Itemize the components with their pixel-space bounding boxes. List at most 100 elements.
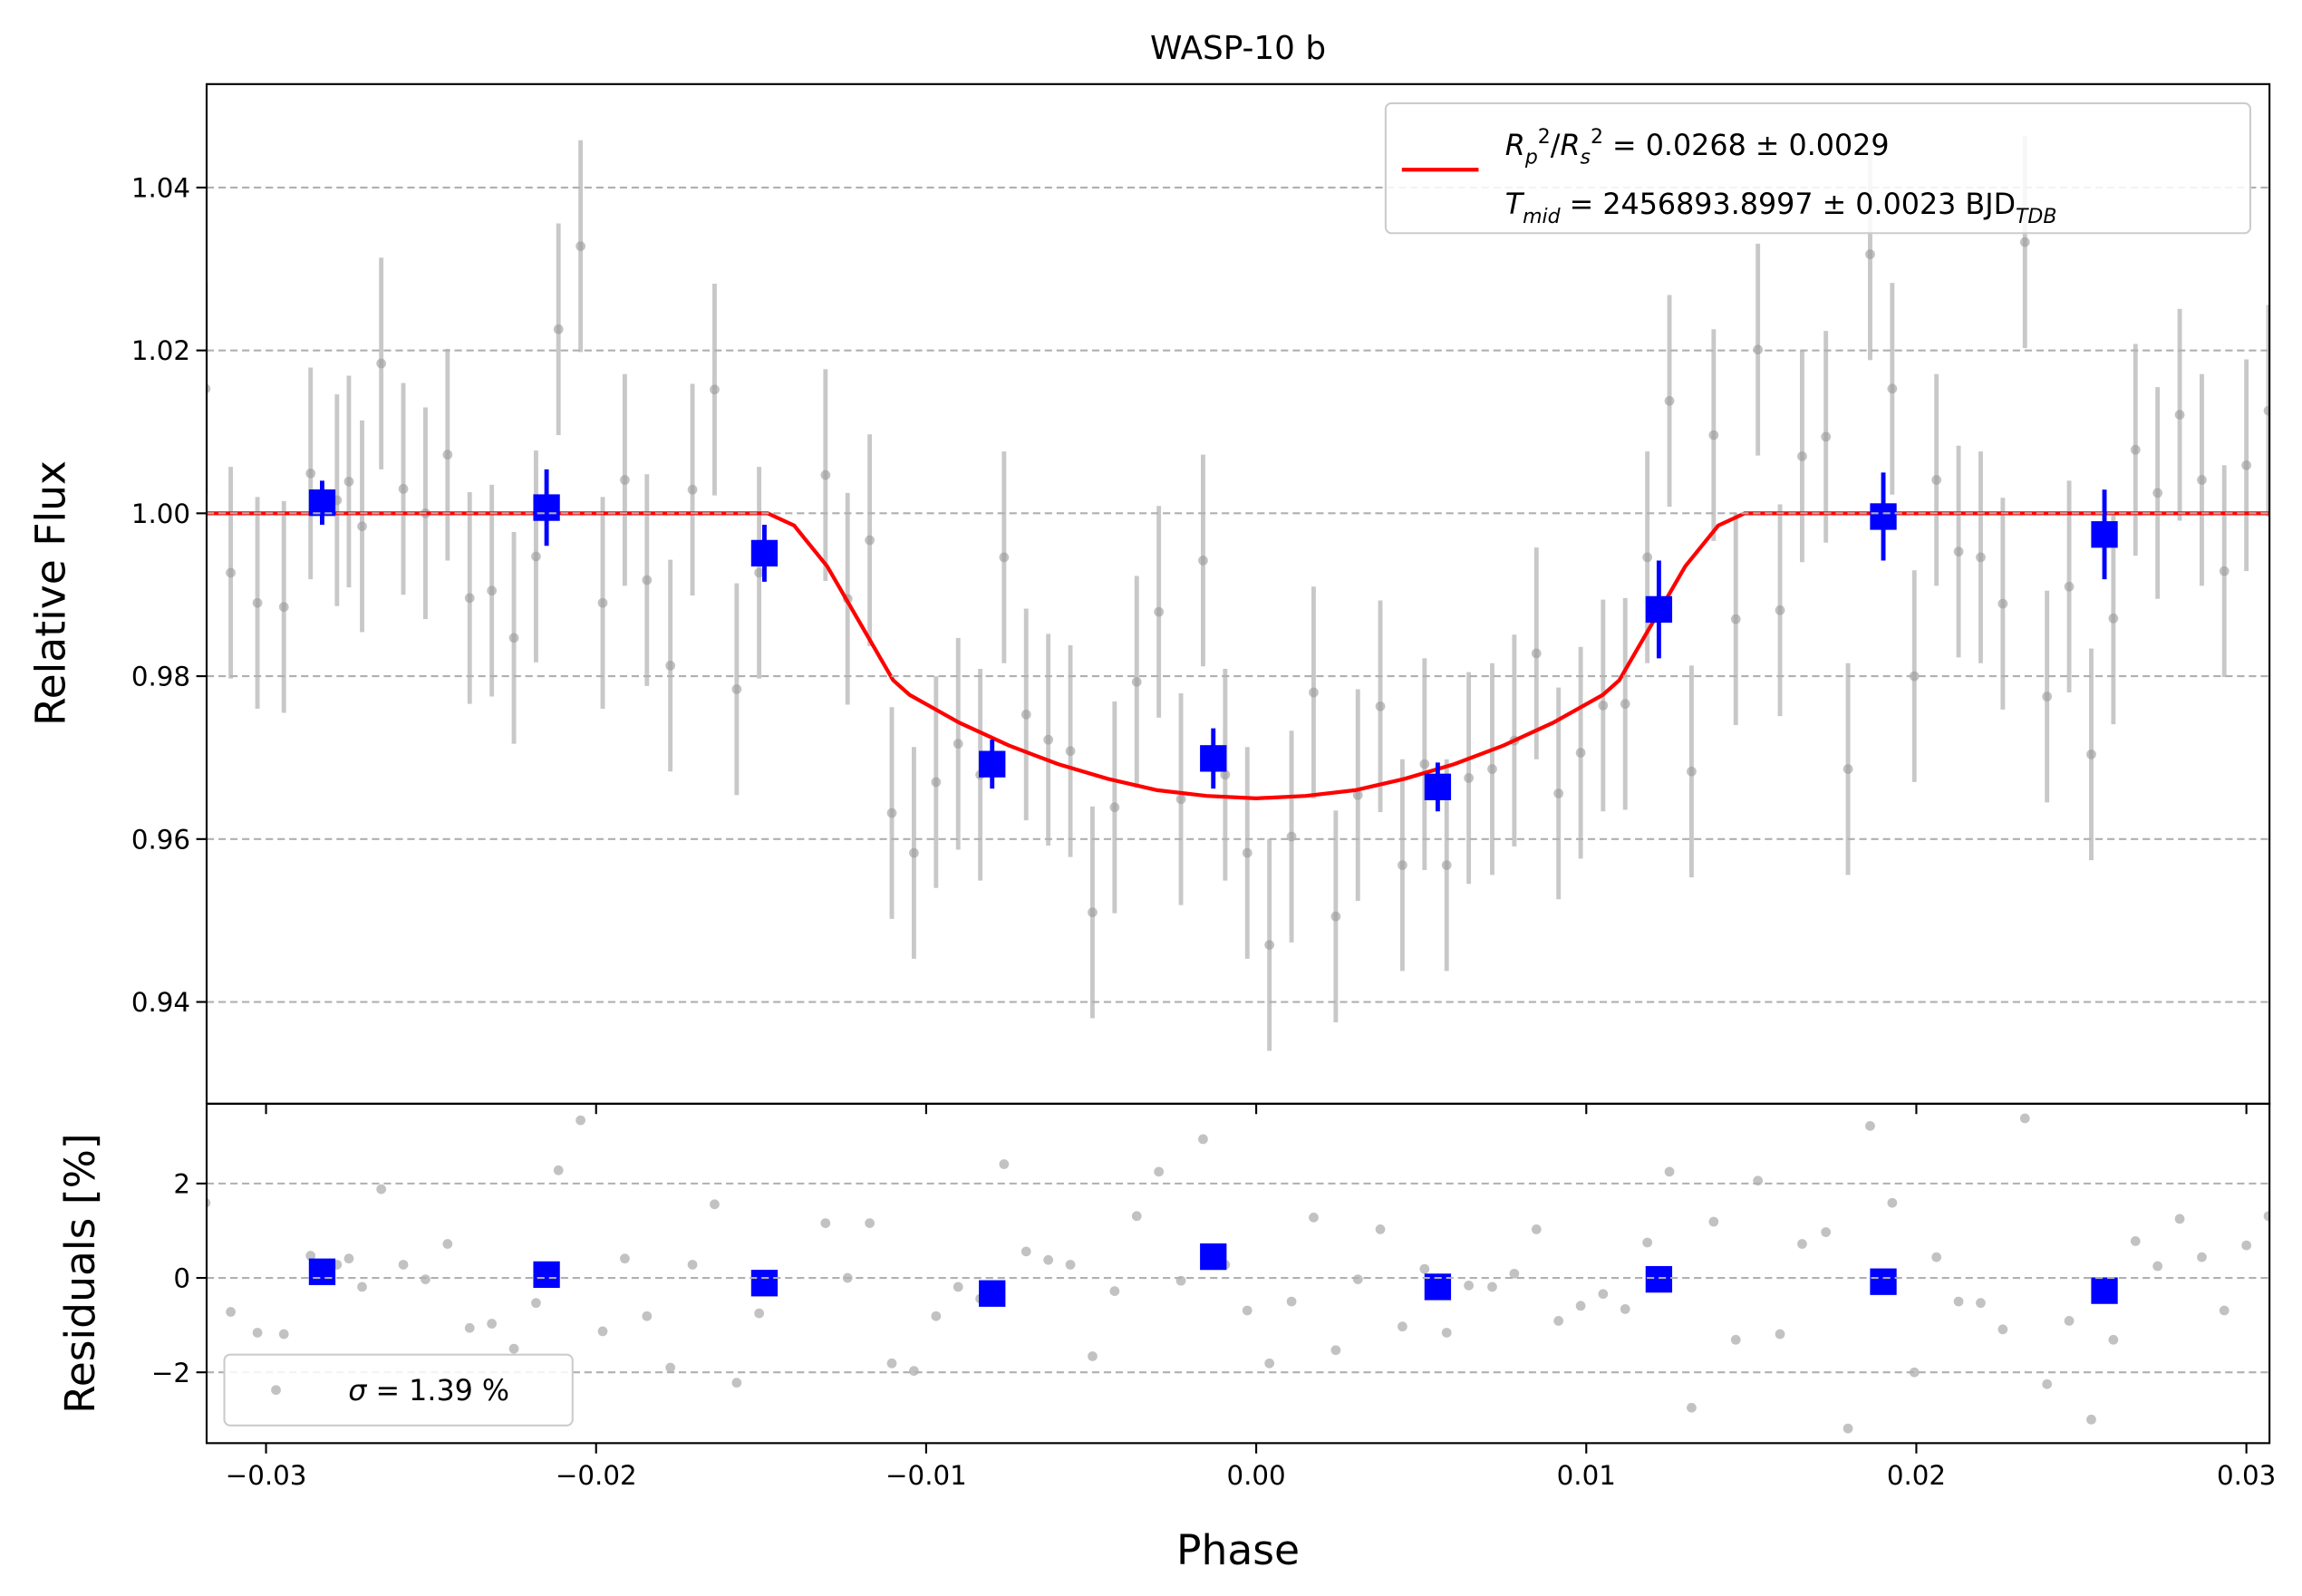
legend-text: TDB (2016, 206, 2056, 228)
data-point (1887, 1197, 1898, 1208)
data-point (1242, 1305, 1253, 1316)
data-point (1664, 1166, 1675, 1177)
data-point (886, 808, 897, 818)
data-point (1797, 1239, 1807, 1249)
data-point (865, 535, 875, 546)
data-point (252, 597, 263, 608)
legend: σ = 1.39 % (223, 1353, 574, 1427)
data-point (1797, 451, 1807, 461)
legend-text: σ (348, 1375, 367, 1407)
data-point (1109, 1286, 1120, 1296)
legend-label: σ = 1.39 % (348, 1375, 509, 1407)
binned-point (750, 539, 779, 567)
data-point (642, 575, 653, 585)
binned-point (1645, 1265, 1673, 1293)
data-point (2064, 1316, 2075, 1326)
data-point (953, 1282, 963, 1292)
data-point (2130, 444, 2141, 455)
data-point (1375, 701, 1386, 711)
data-point (1441, 1328, 1452, 1338)
axes-frame (205, 1102, 2271, 1445)
data-point (620, 1253, 630, 1264)
data-point (1931, 1252, 1942, 1262)
y-tick-label: 0.98 (131, 662, 190, 692)
binned-point (750, 1270, 779, 1297)
binned-point (1200, 745, 1227, 772)
data-point (278, 602, 289, 613)
data-point (1131, 1211, 1142, 1222)
data-point (1598, 1289, 1609, 1300)
data-point (1821, 431, 1832, 442)
legend-label: Tmid = 2456893.8997 ± 0.0023 BJDTDB (1505, 189, 2057, 228)
data-point (2152, 1261, 2163, 1272)
legend-box (223, 1353, 574, 1427)
plot-area (206, 1113, 2270, 1434)
data-point (252, 1328, 263, 1338)
data-point (1865, 249, 1875, 259)
binned-point (1424, 773, 1452, 800)
binned-point (2091, 1277, 2118, 1304)
x-tick-label: −0.02 (556, 1460, 637, 1491)
legend-text: s (1581, 147, 1591, 169)
y-tick-label: 0.94 (131, 987, 190, 1018)
data-point (1419, 759, 1430, 769)
binned-point (979, 750, 1006, 778)
data-point (398, 484, 409, 494)
legend-text: 2 (1591, 126, 1603, 149)
data-point (376, 358, 387, 369)
binned-point (308, 489, 336, 517)
data-point (1531, 1224, 1542, 1234)
data-point (1865, 1120, 1875, 1131)
data-point (357, 1282, 367, 1292)
data-point (1620, 699, 1630, 710)
data-point (886, 1358, 897, 1369)
data-point (754, 567, 765, 578)
data-point (576, 241, 585, 251)
y-tick-label: 1.00 (131, 498, 190, 529)
data-point (820, 469, 831, 480)
data-point (1931, 475, 1942, 485)
binned-point (1870, 1268, 1897, 1295)
data-point (2108, 1334, 2119, 1345)
legend-text: = 0.0268 ± 0.0029 (1603, 130, 1890, 162)
data-point (1687, 1402, 1697, 1413)
data-point (1309, 1212, 1319, 1223)
data-point (1198, 1134, 1208, 1145)
data-point (1464, 773, 1474, 783)
data-point (2042, 1378, 2053, 1389)
data-point (597, 597, 608, 608)
data-point (2241, 459, 2252, 470)
data-point (1553, 788, 1564, 798)
data-point (1398, 1321, 1407, 1332)
data-point (1687, 766, 1697, 777)
data-point (1553, 1316, 1564, 1326)
legend-text: p (1524, 147, 1538, 169)
data-point (2197, 475, 2207, 485)
data-point (1286, 1296, 1297, 1307)
data-point (1642, 1237, 1653, 1248)
x-tick-label: 0.01 (1557, 1460, 1616, 1491)
data-point (909, 1366, 919, 1377)
data-point (1198, 556, 1208, 566)
data-point (999, 1159, 1010, 1169)
legend-text: = 1.39 % (366, 1375, 509, 1407)
data-point (2152, 488, 2163, 498)
data-point (1088, 907, 1098, 918)
data-point (1642, 552, 1653, 563)
data-point (999, 552, 1010, 563)
x-tick-label: 0.03 (2217, 1460, 2276, 1491)
data-point (1843, 1423, 1853, 1434)
data-point (1131, 677, 1142, 687)
data-point (1976, 1298, 1986, 1309)
data-point (665, 1362, 676, 1373)
data-point (1398, 860, 1407, 870)
data-point (531, 1298, 541, 1309)
data-point (2064, 581, 2075, 592)
data-point (754, 1308, 765, 1319)
legend-label: Rp2/Rs2 = 0.0268 ± 0.0029 (1505, 126, 1890, 169)
data-point (1843, 764, 1853, 774)
data-point (442, 450, 453, 460)
data-point (1309, 687, 1319, 698)
data-point (687, 1260, 698, 1270)
data-point (487, 1319, 498, 1329)
